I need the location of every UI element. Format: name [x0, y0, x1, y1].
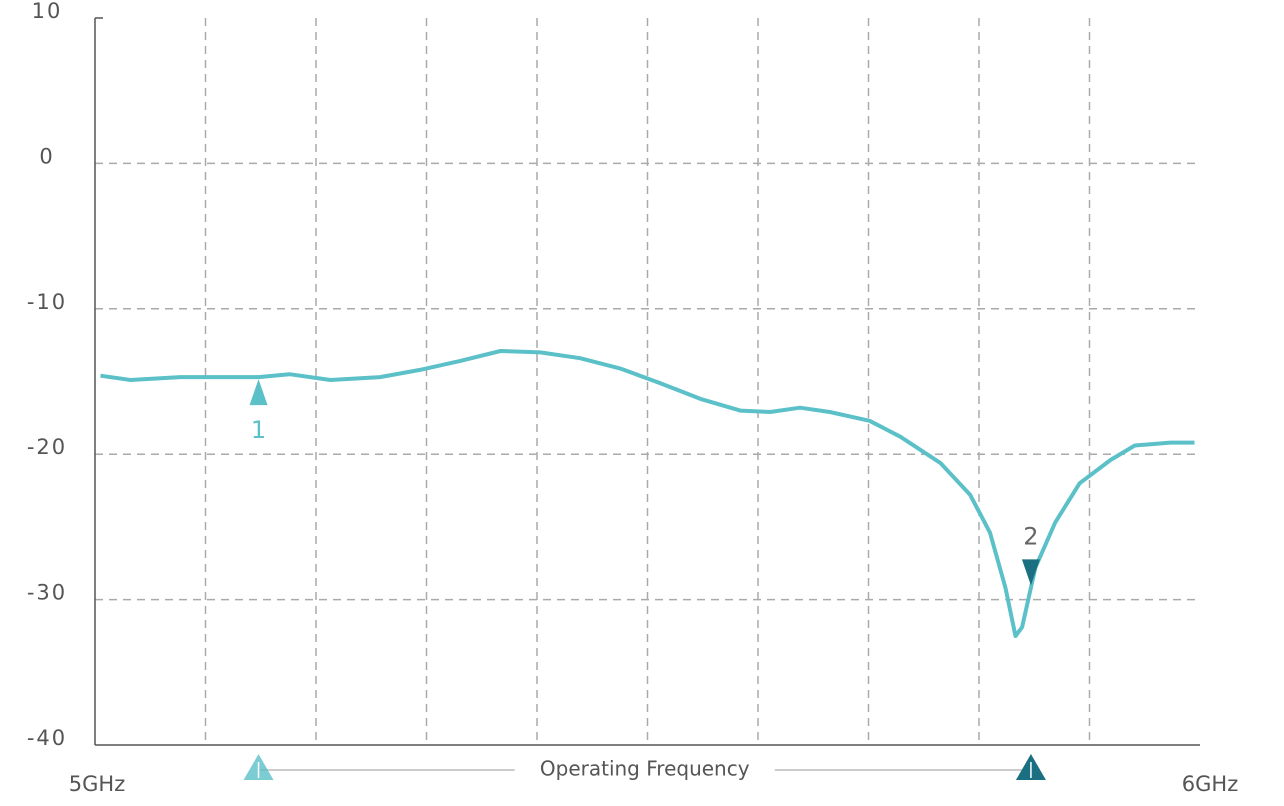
data-line: [100, 349, 1195, 638]
y-tick-label: -10: [27, 290, 67, 314]
y-tick-label: -40: [27, 726, 67, 750]
marker-label: 1: [251, 416, 266, 444]
y-tick-label: 0: [39, 144, 54, 168]
y-tick-label: -30: [27, 581, 67, 605]
x-tick-label: 6GHz: [1182, 772, 1238, 796]
band-label: Operating Frequency: [540, 757, 750, 781]
marker: [249, 379, 268, 406]
marker: [1021, 559, 1040, 586]
marker-label: 2: [1023, 522, 1038, 550]
y-tick-label: 10: [32, 0, 63, 23]
x-tick-label: 5GHz: [69, 772, 125, 796]
y-tick-label: -20: [27, 435, 67, 459]
